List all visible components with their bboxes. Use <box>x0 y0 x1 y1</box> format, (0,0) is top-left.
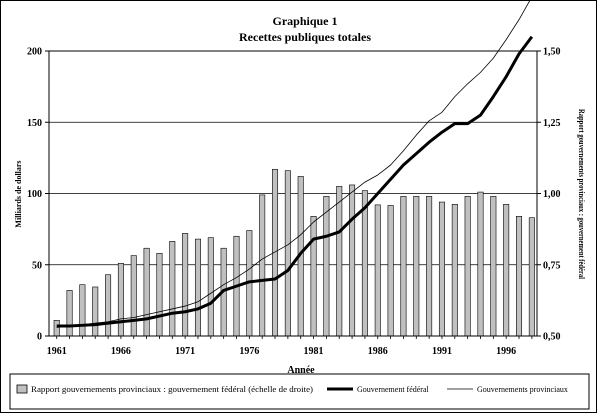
bar <box>130 255 137 337</box>
chart-subtitle: Recettes publiques totales <box>239 30 371 44</box>
y-left-tick-label: 200 <box>27 47 42 58</box>
chart-title: Graphique 1 <box>272 14 337 28</box>
y-left-tick-label: 50 <box>32 260 42 271</box>
legend-bar-label: Rapport gouvernements provinciaux : gouv… <box>31 385 313 394</box>
bar <box>361 190 368 337</box>
y-axis-left: 0 50 100 150 200 <box>27 47 49 343</box>
bar <box>438 201 445 337</box>
bar <box>143 247 150 337</box>
bar <box>194 238 201 337</box>
x-axis-label: Année <box>287 365 315 376</box>
legend-box <box>9 373 590 410</box>
legend-federal-label: Gouvernement fédéral <box>357 385 430 394</box>
x-tick-label: 1996 <box>496 346 516 357</box>
bar <box>464 196 471 337</box>
bar <box>259 194 266 337</box>
bar <box>310 216 317 337</box>
bar <box>349 184 356 337</box>
x-tick-label: 1961 <box>47 346 67 357</box>
y-axis-right: 0,50 0,75 1,00 1,25 1,50 <box>537 47 561 343</box>
bar <box>66 290 73 337</box>
x-tick-label: 1981 <box>304 346 324 357</box>
y-right-tick-label: 0,50 <box>543 332 561 343</box>
y-left-tick-label: 150 <box>27 118 42 129</box>
line-federal <box>56 35 534 328</box>
bar <box>516 216 523 337</box>
x-axis: 1961 1966 1971 1976 1981 1986 1991 1996 <box>47 336 533 357</box>
gridlines <box>49 121 537 266</box>
bar <box>53 320 60 337</box>
y-left-tick-label: 0 <box>37 332 42 343</box>
line-provincial <box>56 1 530 328</box>
bar <box>400 196 407 337</box>
y-axis-right-label: Rapport gouvernements provinciaux : gouv… <box>577 109 586 280</box>
y-right-tick-label: 1,50 <box>543 47 561 58</box>
bar <box>374 204 381 337</box>
bar <box>387 205 394 337</box>
x-tick-label: 1991 <box>432 346 452 357</box>
y-right-tick-label: 0,75 <box>543 260 561 271</box>
line-series <box>56 1 534 328</box>
x-tick-label: 1971 <box>175 346 195 357</box>
bar <box>490 196 497 337</box>
x-tick-label: 1966 <box>111 346 131 357</box>
bar <box>528 217 535 337</box>
x-tick-label: 1986 <box>368 346 388 357</box>
bar <box>169 241 176 337</box>
bar <box>323 196 330 337</box>
bar <box>477 191 484 337</box>
bar <box>156 253 163 337</box>
bar <box>451 204 458 337</box>
legend-bar-swatch <box>16 384 28 394</box>
x-tick-label: 1976 <box>239 346 259 357</box>
y-axis-left-label: Milliards de dollars <box>14 160 23 227</box>
y-right-tick-label: 1,25 <box>543 118 561 129</box>
y-left-tick-label: 100 <box>27 189 42 200</box>
bar <box>117 263 124 337</box>
legend: Rapport gouvernements provinciaux : gouv… <box>9 373 590 410</box>
bar-series <box>53 168 535 337</box>
y-right-tick-label: 1,00 <box>543 189 561 200</box>
legend-provincial-label: Gouvernements provinciaux <box>477 385 568 394</box>
bar <box>336 186 343 337</box>
bar <box>413 196 420 337</box>
bar <box>105 274 112 337</box>
bar <box>79 284 86 337</box>
bar <box>182 233 189 337</box>
bar <box>92 286 99 337</box>
bar <box>207 237 214 337</box>
bar <box>503 204 510 337</box>
bar <box>284 170 291 337</box>
bar <box>426 196 433 337</box>
